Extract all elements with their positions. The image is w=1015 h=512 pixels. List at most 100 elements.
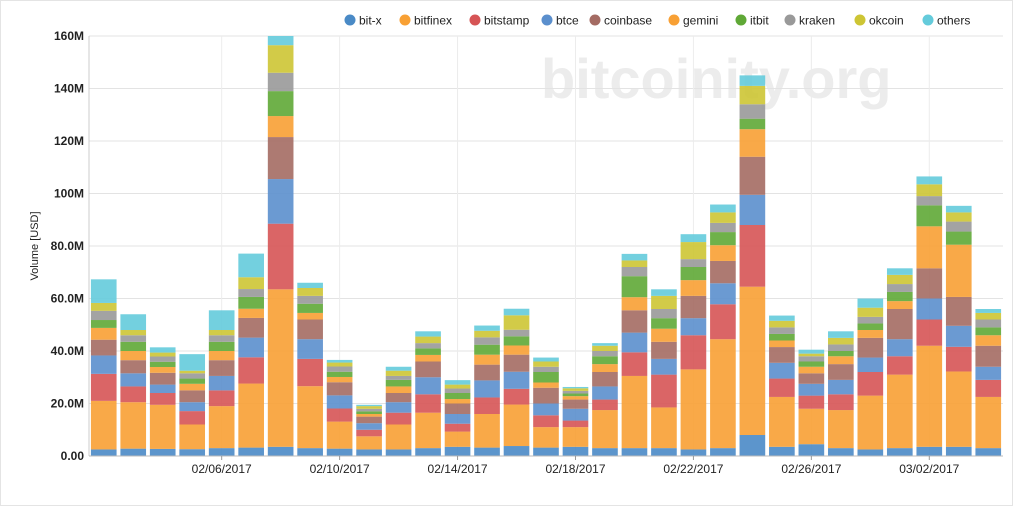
bar-segment-btce[interactable] [267,179,294,224]
bar-segment-others[interactable] [739,75,766,86]
legend-label-itbit[interactable]: itbit [750,14,769,28]
bar-segment-bit-x[interactable] [533,447,559,456]
bar-segment-btce[interactable] [562,408,589,421]
bar-segment-btce[interactable] [474,380,500,398]
bar-segment-okcoin[interactable] [444,384,471,389]
bar-segment-itbit[interactable] [739,118,766,130]
bar-segment-okcoin[interactable] [238,277,264,290]
bar-segment-itbit[interactable] [267,91,294,117]
bar-segment-coinbase[interactable] [739,156,766,195]
bar-segment-gemini[interactable] [621,297,648,311]
bar-segment-bitfinex[interactable] [474,414,500,448]
bar-segment-okcoin[interactable] [945,212,972,222]
bar-segment-bitstamp[interactable] [208,390,235,407]
bar-segment-others[interactable] [385,366,412,371]
bar-segment-okcoin[interactable] [415,336,441,344]
bar-segment-btce[interactable] [769,362,795,379]
bar-segment-kraken[interactable] [474,337,500,345]
bar-segment-bit-x[interactable] [710,448,736,456]
bar-segment-bitstamp[interactable] [975,379,1002,397]
bar-segment-itbit[interactable] [562,393,589,397]
bar-segment-bitfinex[interactable] [621,375,648,449]
bar-segment-okcoin[interactable] [592,345,618,351]
bar-segment-btce[interactable] [739,194,766,225]
bar-segment-okcoin[interactable] [267,45,294,73]
bar-segment-okcoin[interactable] [828,337,854,345]
bar-segment-bit-x[interactable] [267,446,294,456]
bar-segment-btce[interactable] [149,384,176,393]
legend-label-bitstamp[interactable]: bitstamp [484,14,530,28]
legend-marker-btce[interactable] [541,14,553,26]
bar-segment-coinbase[interactable] [710,260,736,284]
bar-segment-itbit[interactable] [592,356,618,365]
bar-segment-itbit[interactable] [149,361,176,368]
bar-segment-itbit[interactable] [474,344,500,355]
bar-segment-bitstamp[interactable] [179,411,206,425]
bar-segment-kraken[interactable] [975,319,1002,328]
bar-segment-others[interactable] [297,282,323,288]
bar-segment-bitstamp[interactable] [798,395,825,409]
bar-segment-bitfinex[interactable] [503,404,530,447]
bar-segment-bitfinex[interactable] [120,402,147,449]
bar-segment-gemini[interactable] [945,244,972,297]
legend-marker-bit-x[interactable] [344,14,356,26]
bar-segment-bit-x[interactable] [444,446,471,456]
bar-segment-bitfinex[interactable] [562,427,589,447]
bar-segment-itbit[interactable] [444,393,471,400]
bar-segment-coinbase[interactable] [945,296,972,326]
bar-segment-okcoin[interactable] [385,370,412,376]
bar-segment-coinbase[interactable] [651,341,677,359]
bar-segment-bitfinex[interactable] [356,436,382,450]
bar-segment-okcoin[interactable] [680,242,707,260]
bar-segment-kraken[interactable] [267,72,294,92]
bar-segment-bitstamp[interactable] [415,394,441,413]
bar-segment-bitstamp[interactable] [120,386,147,403]
bar-segment-bitfinex[interactable] [651,407,677,449]
bar-segment-gemini[interactable] [179,383,206,391]
bar-segment-bitfinex[interactable] [945,371,972,447]
bar-segment-bitstamp[interactable] [444,423,471,432]
legend-label-bit-x[interactable]: bit-x [359,14,382,28]
bar-segment-others[interactable] [356,404,382,407]
bar-segment-bitstamp[interactable] [297,358,323,387]
bar-segment-bitfinex[interactable] [149,404,176,449]
bar-segment-kraken[interactable] [651,309,677,319]
bar-segment-bitfinex[interactable] [90,400,117,450]
bar-segment-kraken[interactable] [798,356,825,362]
bar-segment-gemini[interactable] [503,345,530,355]
bar-segment-kraken[interactable] [503,329,530,337]
bar-segment-itbit[interactable] [857,323,884,330]
bar-segment-gemini[interactable] [562,396,589,400]
bar-segment-bitfinex[interactable] [208,406,235,449]
bar-segment-btce[interactable] [503,371,530,389]
bar-segment-bitstamp[interactable] [149,393,176,405]
bar-segment-kraken[interactable] [710,222,736,233]
bar-segment-others[interactable] [975,309,1002,313]
bar-segment-coinbase[interactable] [621,310,648,333]
bar-segment-kraken[interactable] [149,356,176,362]
bar-segment-btce[interactable] [651,358,677,375]
bar-segment-okcoin[interactable] [857,307,884,317]
bar-segment-itbit[interactable] [90,320,117,328]
bar-segment-bitstamp[interactable] [592,399,618,411]
bar-segment-bitfinex[interactable] [297,386,323,449]
bar-segment-bitfinex[interactable] [444,431,471,447]
bar-segment-kraken[interactable] [916,196,943,206]
bar-segment-bitstamp[interactable] [916,319,943,346]
bar-segment-others[interactable] [857,298,884,308]
bar-segment-kraken[interactable] [562,390,589,394]
bar-segment-gemini[interactable] [769,340,795,348]
bar-segment-okcoin[interactable] [621,260,648,267]
bar-segment-coinbase[interactable] [886,309,913,340]
bar-segment-bitstamp[interactable] [886,356,913,375]
bar-segment-bitfinex[interactable] [326,421,353,449]
bar-segment-bitfinex[interactable] [680,369,707,450]
bar-segment-others[interactable] [769,315,795,321]
bar-segment-okcoin[interactable] [798,353,825,357]
bar-segment-okcoin[interactable] [326,362,353,367]
bar-segment-others[interactable] [503,308,530,316]
bar-segment-itbit[interactable] [179,378,206,384]
bar-segment-coinbase[interactable] [149,372,176,385]
bar-segment-bitstamp[interactable] [769,378,795,397]
bar-segment-kraken[interactable] [739,104,766,119]
